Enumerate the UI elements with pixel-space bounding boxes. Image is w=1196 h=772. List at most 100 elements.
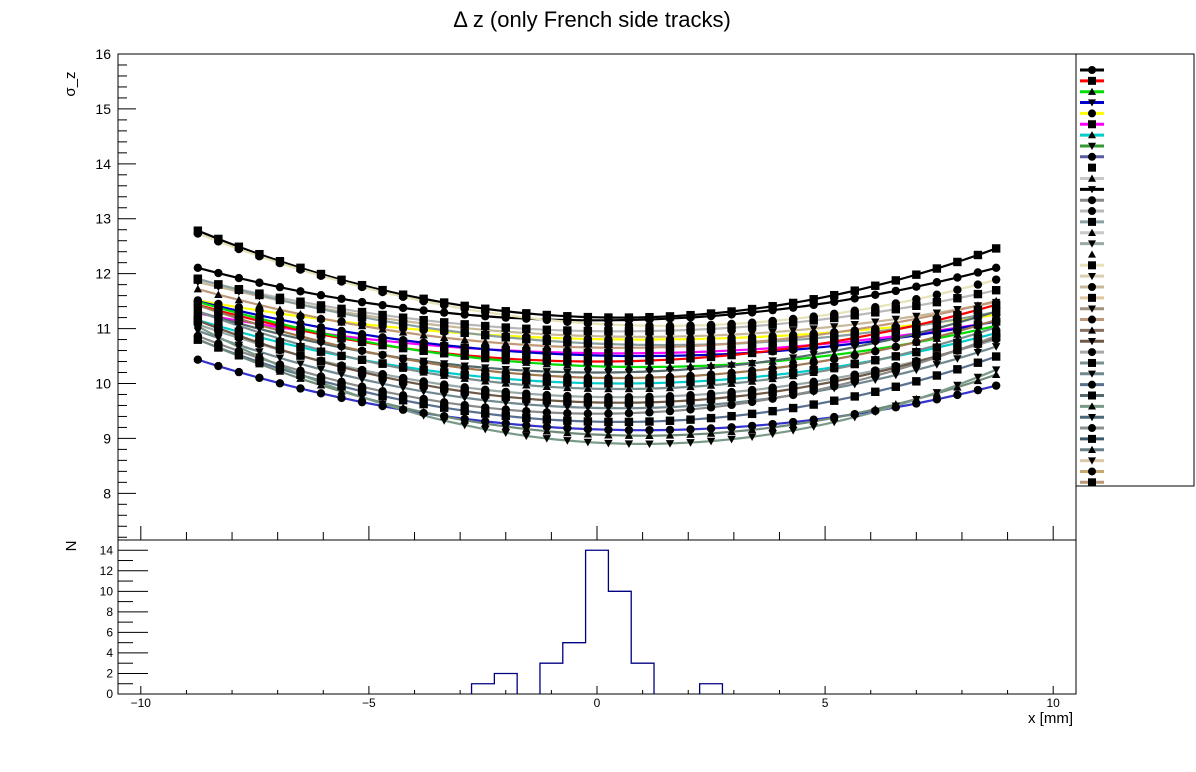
legend-marker <box>1088 283 1096 291</box>
data-point <box>214 324 223 333</box>
data-point <box>830 323 839 331</box>
data-point <box>460 406 469 416</box>
data-point <box>809 325 818 333</box>
data-point <box>912 270 921 279</box>
data-point <box>439 403 449 412</box>
data-point <box>830 290 839 300</box>
fit-curve <box>197 280 997 338</box>
fit-curve <box>197 329 997 410</box>
data-point <box>214 237 223 246</box>
data-point <box>439 417 449 425</box>
data-point <box>871 322 880 330</box>
data-point <box>953 327 962 336</box>
data-point <box>953 390 962 400</box>
data-point <box>788 318 798 327</box>
data-point <box>193 274 203 283</box>
data-point <box>645 368 654 376</box>
data-point <box>460 304 469 314</box>
fit-curve <box>197 277 997 347</box>
data-point <box>727 423 736 432</box>
data-point <box>542 402 552 411</box>
legend-marker <box>1088 434 1096 443</box>
data-point <box>850 392 859 401</box>
data-point <box>357 367 367 377</box>
fit-curve <box>197 278 997 333</box>
data-point <box>973 313 983 322</box>
data-point <box>583 417 593 426</box>
data-point <box>624 417 634 427</box>
legend-marker <box>1088 174 1096 182</box>
data-point <box>891 318 901 327</box>
data-point <box>337 362 346 372</box>
data-point <box>727 400 736 410</box>
data-point <box>604 417 613 427</box>
fit-curve <box>197 229 997 319</box>
data-point <box>891 382 901 391</box>
data-point <box>296 340 305 348</box>
data-point <box>953 294 962 303</box>
x-tick-label: 0 <box>594 696 601 710</box>
data-point <box>891 402 901 411</box>
data-point <box>337 342 346 351</box>
data-point <box>953 311 962 320</box>
data-point <box>932 297 942 307</box>
data-point <box>665 314 675 323</box>
data-point <box>234 295 244 304</box>
data-point <box>542 382 552 391</box>
data-point <box>747 409 757 419</box>
legend-marker <box>1088 66 1096 74</box>
data-point <box>768 364 777 373</box>
data-point <box>706 424 716 433</box>
data-point <box>583 398 593 407</box>
data-point <box>891 351 901 360</box>
data-point <box>871 356 880 364</box>
data-point <box>522 407 531 416</box>
data-point <box>747 348 757 358</box>
data-point <box>809 400 818 409</box>
top-y-axis: 8 9 10 11 12 13 14 15 16 <box>95 46 136 538</box>
data-point <box>542 408 552 417</box>
data-point <box>686 365 695 374</box>
data-point <box>481 409 490 418</box>
data-point <box>563 416 572 425</box>
data-point <box>357 346 367 356</box>
legend-marker <box>1088 217 1096 226</box>
data-point <box>706 403 716 412</box>
data-point <box>665 342 675 351</box>
data-point <box>788 303 798 312</box>
data-point <box>727 362 736 370</box>
data-point <box>501 379 510 387</box>
data-point <box>973 385 983 395</box>
data-point <box>991 352 1001 361</box>
data-point <box>501 333 510 342</box>
data-point <box>850 343 859 352</box>
hist-y-tick-label: 8 <box>106 605 113 619</box>
fit-curve <box>197 310 997 391</box>
data-point <box>686 382 695 391</box>
data-point <box>706 364 716 372</box>
data-point <box>991 370 1001 379</box>
data-point <box>686 354 695 363</box>
data-point <box>378 340 387 349</box>
data-point <box>583 369 593 377</box>
data-point <box>768 305 777 315</box>
legend-marker <box>1088 120 1096 129</box>
legend-marker <box>1088 109 1096 118</box>
data-point <box>583 326 593 336</box>
data-point <box>419 330 428 339</box>
data-point <box>973 338 983 348</box>
data-point <box>665 383 675 392</box>
data-point <box>665 406 675 416</box>
data-point <box>419 315 428 325</box>
data-point <box>665 397 675 406</box>
data-point <box>481 419 490 427</box>
y-tick-label: 12 <box>95 266 111 282</box>
data-point <box>953 338 962 348</box>
data-point <box>604 398 613 407</box>
data-point <box>337 393 346 403</box>
data-point <box>706 381 716 389</box>
data-point <box>891 276 901 285</box>
data-point <box>460 394 469 402</box>
hist-y-tick-label: 10 <box>100 584 114 598</box>
